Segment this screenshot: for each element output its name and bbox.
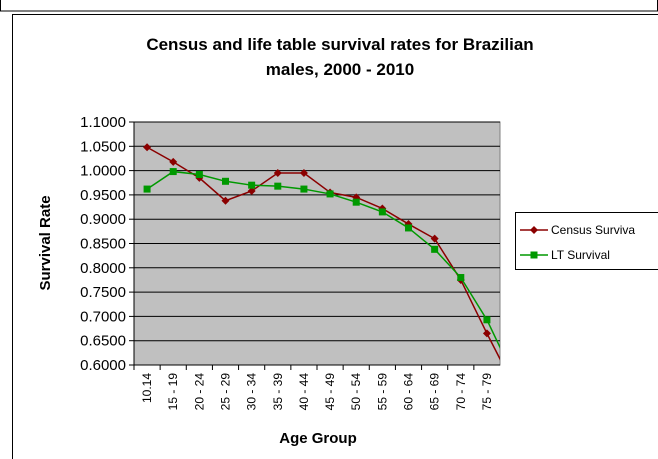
y-tick-label: 0.8000 [80, 260, 126, 277]
marker [169, 168, 177, 176]
marker [457, 274, 465, 282]
marker [273, 169, 282, 178]
marker [143, 185, 151, 193]
x-tick-label: 75 - 79 [480, 373, 494, 411]
y-axis-label: Survival Rate [37, 195, 54, 290]
marker [248, 181, 256, 189]
x-tick-label: 15 - 19 [166, 373, 180, 411]
x-tick-label: 20 - 24 [192, 373, 206, 411]
y-tick-label: 1.0000 [80, 163, 126, 180]
y-tick-label: 0.8500 [80, 236, 126, 253]
legend-marker [530, 251, 538, 259]
y-tick-label: 0.7000 [80, 308, 126, 325]
series-group [143, 143, 500, 361]
chart-title: Census and life table survival rates for… [146, 35, 533, 54]
marker [300, 185, 308, 193]
x-tick-label: 40 - 44 [297, 373, 311, 411]
x-tick-label: 25 - 29 [219, 373, 233, 411]
marker [482, 329, 491, 338]
y-tick-label: 0.9000 [80, 211, 126, 228]
y-tick-label: 1.1000 [80, 114, 126, 131]
marker [483, 316, 491, 324]
y-tick-label: 0.6500 [80, 333, 126, 350]
y-tick-label: 0.6000 [80, 357, 126, 374]
marker [352, 198, 360, 206]
x-tick-label: 60 - 64 [402, 373, 416, 411]
x-tick-label: 55 - 59 [375, 373, 389, 411]
y-tick-label: 1.0500 [80, 138, 126, 155]
marker [221, 196, 230, 205]
x-tick-label: 65 - 69 [428, 373, 442, 411]
marker [378, 208, 386, 216]
marker [326, 190, 334, 198]
x-tick-label: 50 - 54 [349, 373, 363, 411]
legend [515, 212, 658, 270]
marker [143, 143, 152, 152]
marker [299, 169, 308, 178]
x-axis-label: Age Group [279, 430, 357, 447]
marker [274, 182, 282, 190]
marker [247, 187, 256, 196]
marker [222, 177, 229, 185]
legend-marker [530, 226, 538, 234]
y-tick-label: 0.9500 [80, 187, 126, 204]
chart-title: males, 2000 - 2010 [266, 60, 414, 79]
marker [430, 234, 439, 243]
marker [169, 157, 178, 166]
x-tick-label: 10.14 [140, 373, 154, 403]
marker [431, 245, 439, 253]
y-tick-label: 0.7500 [80, 284, 126, 301]
legend-label: Census Surviva [551, 223, 635, 237]
legend-label: LT Survival [551, 248, 610, 262]
frame-top [0, 0, 658, 12]
marker [405, 224, 412, 232]
marker [195, 170, 203, 178]
x-tick-label: 70 - 74 [454, 373, 468, 411]
x-tick-label: 30 - 34 [245, 373, 259, 411]
x-tick-label: 45 - 49 [323, 373, 337, 411]
x-tick-label: 35 - 39 [271, 373, 285, 411]
